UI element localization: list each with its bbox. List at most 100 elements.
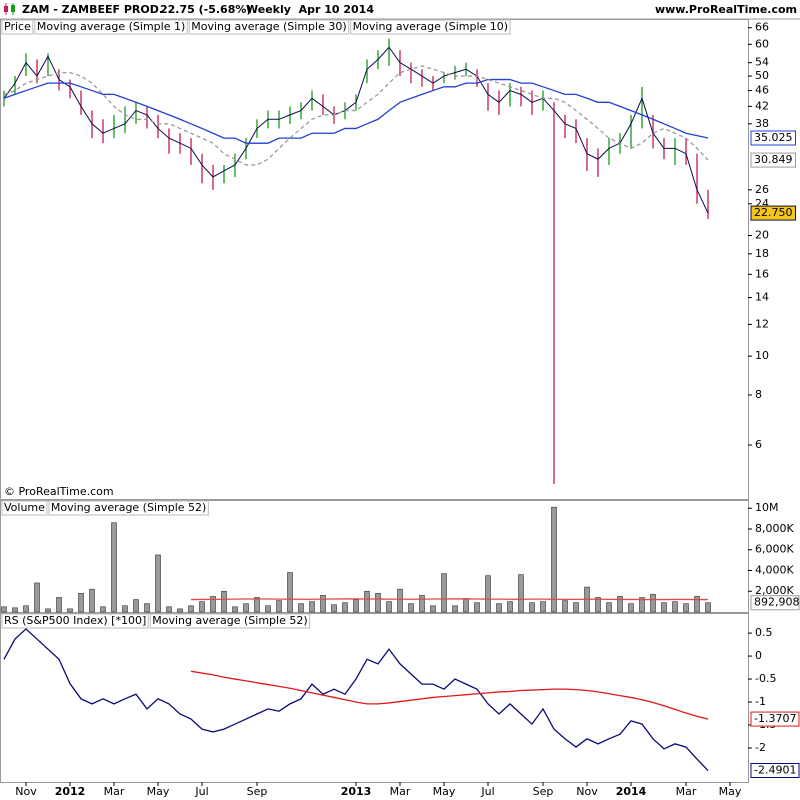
volume-bar: [661, 602, 667, 613]
legend-box: [48, 500, 209, 516]
x-tick-label: 2014: [616, 785, 647, 798]
quote: 22.75 (-5.68%): [160, 3, 251, 16]
y-tick-label: 4,000K: [755, 563, 794, 576]
logo: [4, 3, 15, 15]
volume-bar: [650, 594, 656, 613]
y-tick-label: 10: [755, 349, 769, 362]
last-value-box: [750, 763, 800, 779]
volume-bar: [441, 573, 447, 613]
x-tick-label: May: [147, 785, 170, 798]
symbol: ZAM - ZAMBEEF PROD.: [22, 3, 163, 16]
volume-bar: [232, 606, 238, 613]
x-tick-label: Nov: [576, 785, 598, 798]
volume-bar: [485, 575, 491, 613]
x-tick-label: Jul: [480, 785, 494, 798]
legend-box: [350, 19, 511, 35]
volume-bar: [309, 601, 315, 613]
legend-entry: Moving average (Simple 1): [37, 20, 185, 33]
volume-bar: [111, 522, 117, 613]
volume-bar: [122, 605, 128, 613]
volume-bar: [56, 597, 62, 613]
y-tick-label: 8: [755, 388, 762, 401]
y-tick-label: 50: [755, 69, 769, 82]
volume-bar: [518, 574, 524, 613]
volume-bar: [397, 588, 403, 613]
volume-bar: [199, 601, 205, 613]
volume-bar: [474, 602, 480, 613]
volume-bar: [276, 600, 282, 613]
volume-bar: [144, 603, 150, 613]
last-value: 30.849: [754, 153, 793, 166]
y-tick-label: 12: [755, 317, 769, 330]
volume-bar: [287, 572, 293, 613]
volume-bar: [507, 601, 513, 613]
series-line: [3, 78, 709, 144]
volume-bar: [23, 605, 29, 613]
volume-bar: [386, 601, 392, 613]
legend-box: [188, 19, 350, 35]
volume-bar: [331, 604, 337, 613]
x-tick-label: 2012: [55, 785, 86, 798]
copyright: © ProRealTime.com: [4, 485, 114, 498]
x-tick-label: May: [719, 785, 742, 798]
volume-bar: [78, 593, 84, 613]
volume-bar: [375, 593, 381, 613]
legend-entry: Price: [4, 20, 31, 33]
legend-box: [1, 613, 149, 629]
x-tick-label: May: [433, 785, 456, 798]
volume-bar: [133, 599, 139, 613]
y-tick-label: 6: [755, 438, 762, 451]
last-value-box: [750, 711, 800, 727]
x-tick-label: Sep: [533, 785, 554, 798]
volume-bar: [342, 602, 348, 613]
legend-entry: Moving average (Simple 10): [353, 20, 508, 33]
y-tick-label: -0.5: [755, 672, 776, 685]
y-tick-label: 66: [755, 21, 769, 34]
x-tick-label: Mar: [676, 785, 697, 798]
volume-bar: [551, 506, 557, 613]
x-tick-label: 2013: [341, 785, 372, 798]
y-tick-label: 46: [755, 84, 769, 97]
x-tick-label: Mar: [104, 785, 125, 798]
volume-bar: [419, 595, 425, 613]
volume-bar: [265, 605, 271, 613]
volume-bar: [221, 590, 227, 613]
volume-bar: [166, 606, 172, 613]
volume-bar: [89, 588, 95, 613]
last-value: 892,908: [754, 596, 800, 609]
period: Weekly Apr 10 2014: [246, 3, 374, 16]
volume-bar: [540, 601, 546, 613]
volume-bar: [617, 596, 623, 613]
volume-bar: [628, 603, 634, 613]
volume-bar: [496, 603, 502, 613]
volume-bar: [298, 603, 304, 613]
last-value: -2.4901: [754, 764, 796, 777]
volume-bar: [463, 598, 469, 613]
x-tick-label: Mar: [390, 785, 411, 798]
last-value-box: [750, 595, 800, 611]
x-tick-label: Jul: [194, 785, 208, 798]
series-line: [190, 670, 709, 720]
y-tick-label: 8,000K: [755, 522, 794, 535]
legend-box: [34, 19, 188, 35]
volume-bar: [606, 602, 612, 613]
y-tick-label: 0: [755, 649, 762, 662]
volume-bar: [353, 599, 359, 613]
volume-bar: [364, 590, 370, 613]
volume-bar: [12, 607, 18, 613]
y-tick-label: 18: [755, 247, 769, 260]
y-tick-label: 16: [755, 267, 769, 280]
y-tick-label: 14: [755, 291, 769, 304]
legend-entry: Volume: [4, 501, 45, 514]
volume-bar: [100, 606, 106, 613]
legend-entry: Moving average (Simple 52): [51, 501, 206, 514]
y-tick-label: 2,000K: [755, 584, 794, 597]
y-tick-label: 0.5: [755, 626, 773, 639]
y-tick-label: 20: [755, 229, 769, 242]
volume-bar: [672, 601, 678, 613]
legend-entry: RS (S&P500 Index) [*100]: [4, 614, 146, 627]
last-value-box: [750, 130, 796, 146]
